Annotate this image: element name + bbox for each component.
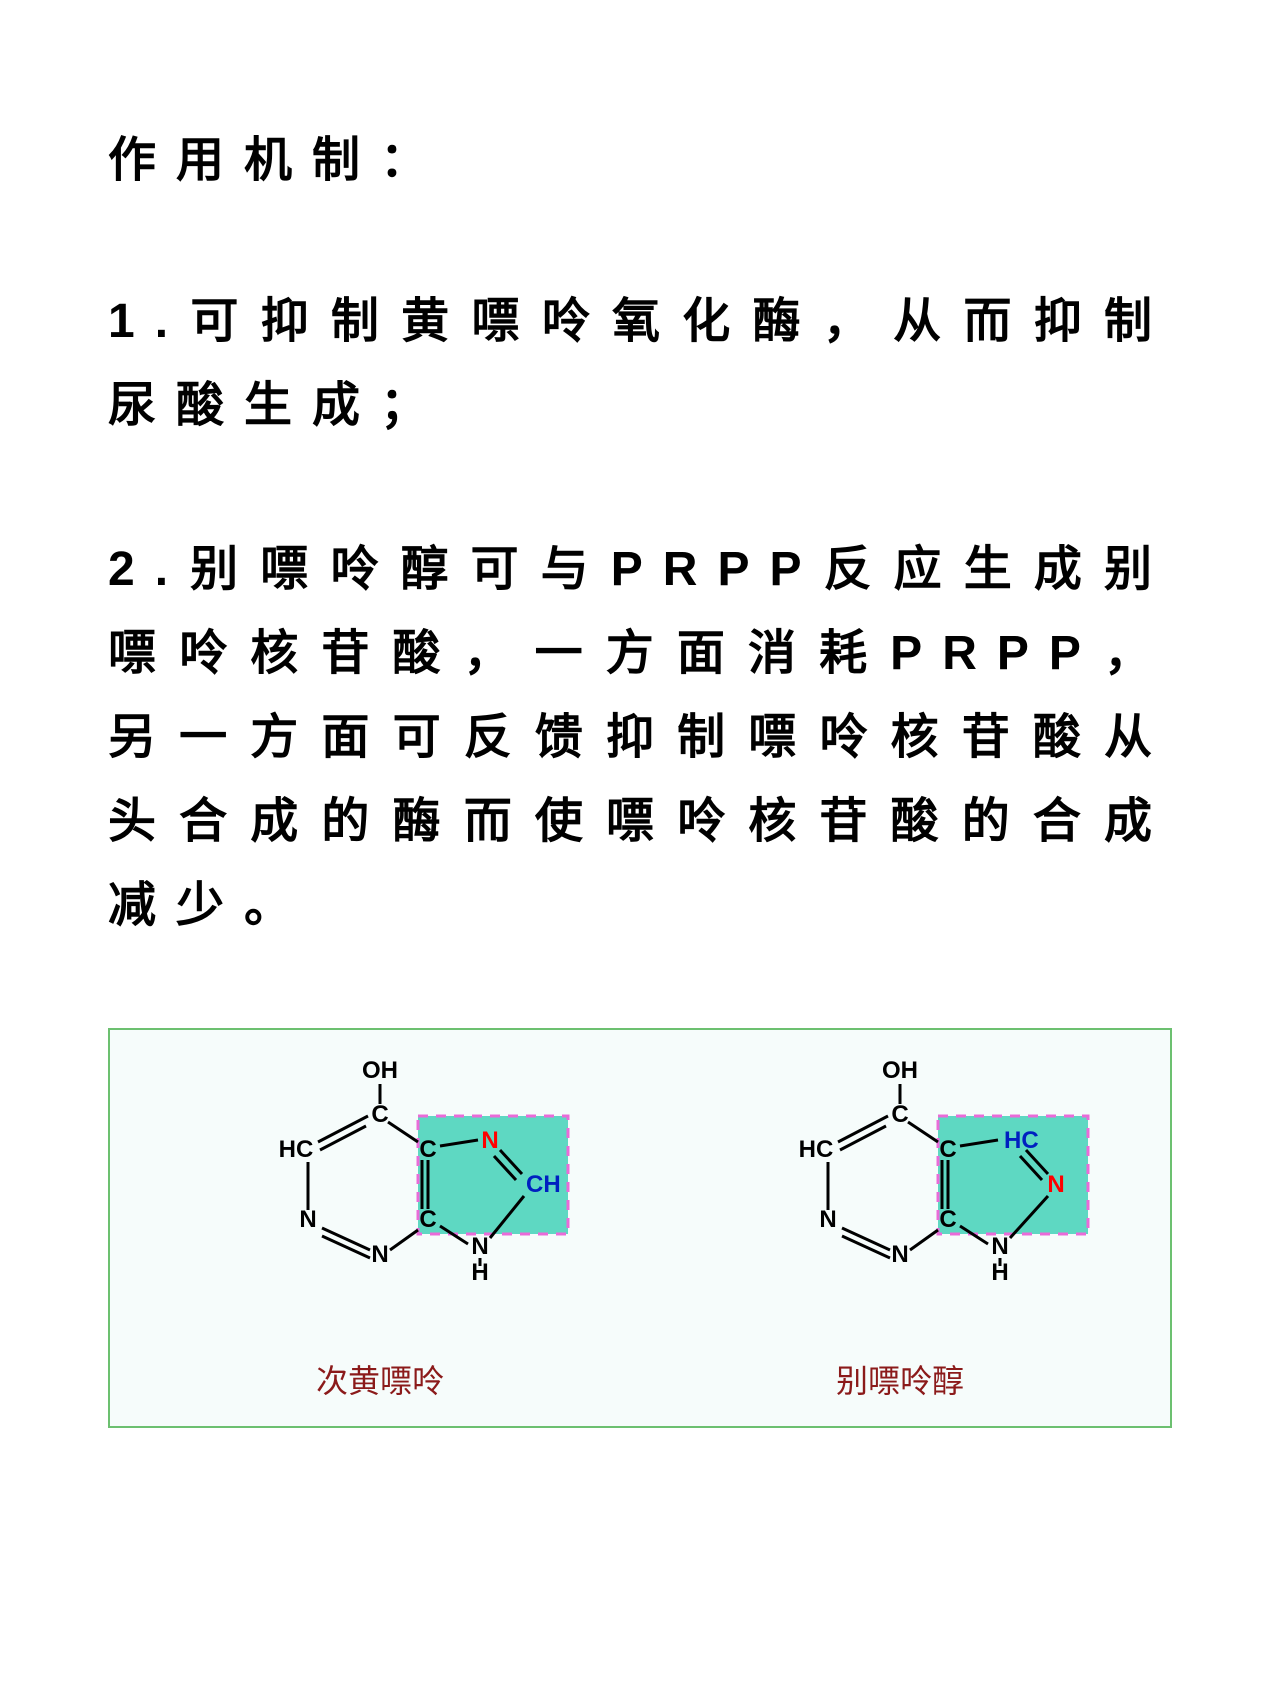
paragraph-1: 1.可抑制黄嘌呤氧化酶，从而抑制尿酸生成； xyxy=(108,280,1172,448)
svg-text:N: N xyxy=(819,1206,836,1233)
svg-text:C: C xyxy=(419,1136,436,1163)
paragraph-2: 2.别嘌呤醇可与PRPP反应生成别嘌呤核苷酸，一方面消耗PRPP，另一方面可反馈… xyxy=(108,528,1172,948)
svg-text:N: N xyxy=(891,1241,908,1268)
svg-text:N: N xyxy=(471,1233,488,1260)
svg-text:C: C xyxy=(939,1136,956,1163)
svg-text:HC: HC xyxy=(799,1136,834,1163)
molecule-left: OH C C C N N HC N CH N H xyxy=(190,1054,570,1402)
svg-text:C: C xyxy=(371,1101,388,1128)
allopurinol-structure: OH C C C N N HC HC N N H xyxy=(710,1054,1090,1334)
svg-text:OH: OH xyxy=(882,1057,918,1084)
heading-mechanism: 作用机制： xyxy=(108,120,1172,190)
svg-text:N: N xyxy=(991,1233,1008,1260)
svg-text:N: N xyxy=(299,1206,316,1233)
svg-text:N: N xyxy=(371,1241,388,1268)
hypoxanthine-structure: OH C C C N N HC N CH N H xyxy=(190,1054,570,1334)
svg-text:C: C xyxy=(419,1206,436,1233)
svg-text:OH: OH xyxy=(362,1057,398,1084)
svg-text:HC: HC xyxy=(279,1136,314,1163)
molecule-right: OH C C C N N HC HC N N H xyxy=(710,1054,1090,1402)
molecule-right-label: 别嘌呤醇 xyxy=(836,1356,964,1402)
five-ring-mid-atom: N xyxy=(1047,1171,1064,1198)
svg-text:C: C xyxy=(891,1101,908,1128)
five-ring-top-atom: N xyxy=(481,1127,498,1154)
svg-text:C: C xyxy=(939,1206,956,1233)
molecule-left-label: 次黄嘌呤 xyxy=(316,1356,444,1402)
five-ring-top-atom: HC xyxy=(1004,1127,1039,1154)
molecule-diagram-box: OH C C C N N HC N CH N H xyxy=(108,1028,1172,1428)
five-ring-mid-atom: CH xyxy=(526,1171,561,1198)
